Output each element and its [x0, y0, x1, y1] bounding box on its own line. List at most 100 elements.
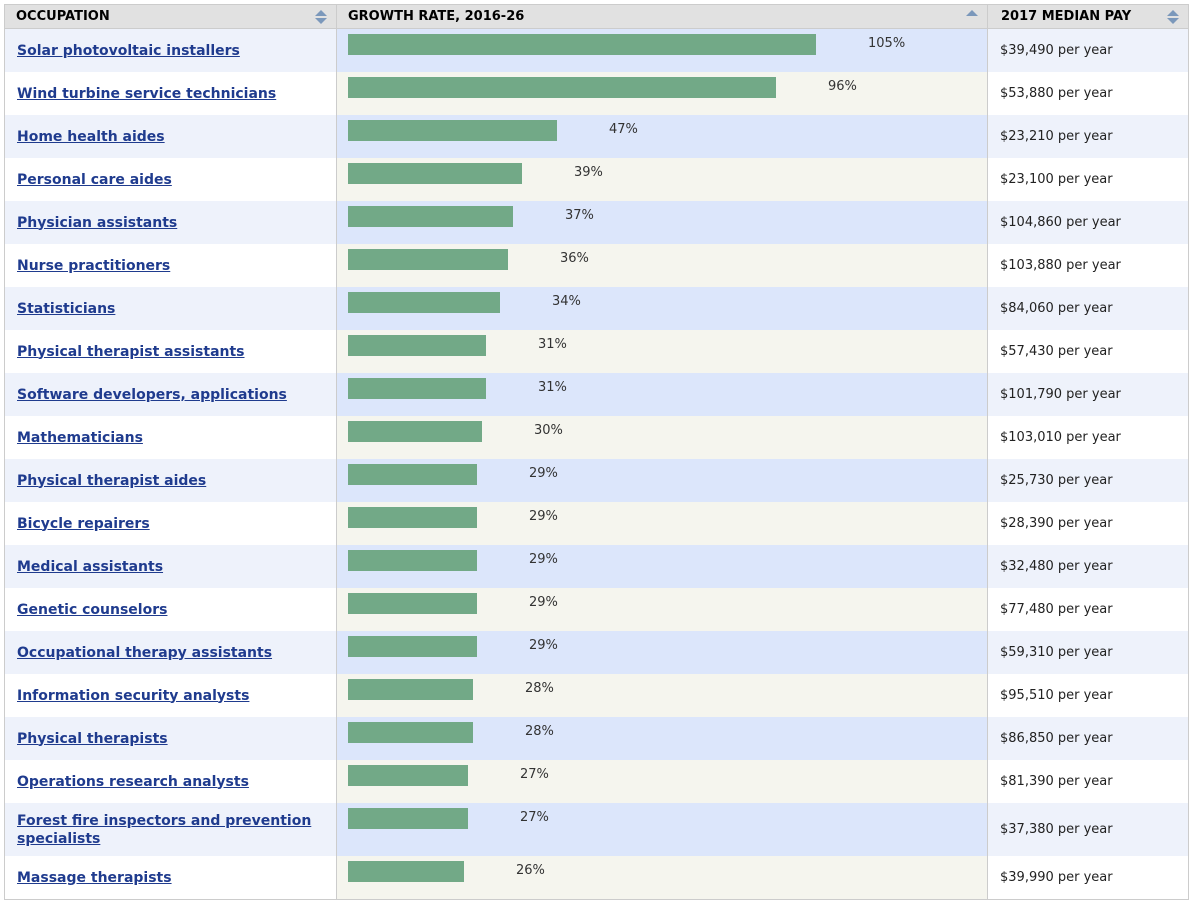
growth-rate-cell: 31% [337, 373, 988, 416]
occupation-link[interactable]: Bicycle repairers [17, 515, 150, 532]
growth-value-label: 36% [560, 251, 589, 266]
occupation-link[interactable]: Personal care aides [17, 171, 172, 188]
median-pay-cell: $25,730 per year [988, 459, 1188, 502]
occupation-link[interactable]: Statisticians [17, 300, 116, 317]
occupation-column-header[interactable]: OCCUPATION [5, 5, 337, 28]
occupation-link[interactable]: Software developers, applications [17, 386, 287, 403]
occupation-link[interactable]: Massage therapists [17, 869, 172, 886]
table-row: Wind turbine service technicians 96% $53,8… [5, 72, 1188, 115]
table-row: Medical assistants 29% $32,480 per year [5, 545, 1188, 588]
occupation-cell: Wind turbine service technicians [5, 72, 337, 115]
occupation-cell: Physical therapist assistants [5, 330, 337, 373]
median-pay-cell: $103,010 per year [988, 416, 1188, 459]
occupation-link[interactable]: Home health aides [17, 128, 165, 145]
occupation-link[interactable]: Mathematicians [17, 429, 143, 446]
table-row: Statisticians 34% $84,060 per year [5, 287, 1188, 330]
median-pay-cell: $39,490 per year [988, 29, 1188, 72]
occupation-cell: Personal care aides [5, 158, 337, 201]
growth-rate-cell: 96% [337, 72, 988, 115]
growth-bar [348, 335, 486, 356]
growth-rate-cell: 28% [337, 717, 988, 760]
growth-rate-cell: 47% [337, 115, 988, 158]
growth-bar [348, 249, 508, 270]
growth-value-label: 37% [565, 208, 594, 223]
occupation-link[interactable]: Physician assistants [17, 214, 178, 231]
table-body: Solar photovoltaic installers 105% $39,490… [5, 29, 1188, 899]
growth-rate-header-label: GROWTH RATE, 2016-26 [348, 9, 525, 24]
occupation-cell: Physical therapist aides [5, 459, 337, 502]
growth-rate-cell: 29% [337, 459, 988, 502]
occupation-cell: Physical therapists [5, 717, 337, 760]
growth-value-label: 29% [529, 466, 558, 481]
growth-rate-cell: 34% [337, 287, 988, 330]
growth-value-label: 29% [529, 595, 558, 610]
growth-rate-cell: 27% [337, 803, 988, 856]
growth-bar [348, 679, 473, 700]
growth-value-label: 34% [552, 294, 581, 309]
median-pay-cell: $37,380 per year [988, 803, 1188, 856]
table-row: Occupational therapy assistants 29% $59,31… [5, 631, 1188, 674]
growth-rate-cell: 29% [337, 588, 988, 631]
median-pay-cell: $101,790 per year [988, 373, 1188, 416]
table-row: Operations research analysts 27% $81,390 p… [5, 760, 1188, 803]
growth-rate-cell: 29% [337, 631, 988, 674]
median-pay-cell: $28,390 per year [988, 502, 1188, 545]
occupation-link[interactable]: Physical therapist aides [17, 472, 207, 489]
occupation-link[interactable]: Operations research analysts [17, 773, 249, 790]
occupation-cell: Software developers, applications [5, 373, 337, 416]
growth-bar [348, 593, 477, 614]
growth-value-label: 29% [529, 552, 558, 567]
growth-bar [348, 120, 557, 141]
growth-value-label: 29% [529, 509, 558, 524]
sort-ascending-icon[interactable] [965, 8, 979, 24]
occupation-link[interactable]: Solar photovoltaic installers [17, 42, 240, 59]
growth-value-label: 31% [538, 337, 567, 352]
median-pay-column-header[interactable]: 2017 MEDIAN PAY [988, 5, 1188, 28]
occupation-header-label: OCCUPATION [16, 9, 110, 24]
occupation-cell: Physician assistants [5, 201, 337, 244]
occupation-link[interactable]: Medical assistants [17, 558, 164, 575]
growth-bar [348, 163, 522, 184]
growth-rate-column-header[interactable]: GROWTH RATE, 2016-26 [337, 5, 988, 28]
occupation-link[interactable]: Physical therapist assistants [17, 343, 245, 360]
table-row: Mathematicians 30% $103,010 per year [5, 416, 1188, 459]
occupation-link[interactable]: Physical therapists [17, 730, 168, 747]
occupation-link[interactable]: Information security analysts [17, 687, 250, 704]
occupation-link[interactable]: Occupational therapy assistants [17, 644, 273, 661]
growth-value-label: 28% [525, 724, 554, 739]
table-row: Home health aides 47% $23,210 per year [5, 115, 1188, 158]
growth-value-label: 39% [574, 165, 603, 180]
occupation-cell: Massage therapists [5, 856, 337, 899]
occupation-link[interactable]: Forest fire inspectors and prevention sp… [17, 812, 312, 847]
sort-both-icon[interactable] [314, 9, 328, 25]
growth-value-label: 27% [520, 767, 549, 782]
growth-rate-cell: 29% [337, 545, 988, 588]
table-row: Bicycle repairers 29% $28,390 per year [5, 502, 1188, 545]
growth-rate-cell: 28% [337, 674, 988, 717]
table-header: OCCUPATION GROWTH RATE, 2016-26 2017 MED… [5, 4, 1188, 29]
median-pay-cell: $81,390 per year [988, 760, 1188, 803]
occupation-cell: Forest fire inspectors and prevention sp… [5, 803, 337, 856]
growth-value-label: 31% [538, 380, 567, 395]
occupation-cell: Solar photovoltaic installers [5, 29, 337, 72]
growth-bar [348, 378, 486, 399]
table-row: Massage therapists 26% $39,990 per year [5, 856, 1188, 899]
table-row: Solar photovoltaic installers 105% $39,490… [5, 29, 1188, 72]
growth-bar [348, 550, 477, 571]
occupation-link[interactable]: Nurse practitioners [17, 257, 171, 274]
sort-both-icon[interactable] [1166, 9, 1180, 25]
occupation-link[interactable]: Wind turbine service technicians [17, 85, 277, 102]
growth-value-label: 30% [534, 423, 563, 438]
occupation-cell: Mathematicians [5, 416, 337, 459]
median-pay-cell: $39,990 per year [988, 856, 1188, 899]
occupation-link[interactable]: Genetic counselors [17, 601, 168, 618]
median-pay-cell: $23,100 per year [988, 158, 1188, 201]
median-pay-cell: $59,310 per year [988, 631, 1188, 674]
table-row: Personal care aides 39% $23,100 per year [5, 158, 1188, 201]
growth-value-label: 26% [516, 863, 545, 878]
growth-bar [348, 765, 468, 786]
growth-rate-cell: 37% [337, 201, 988, 244]
growth-bar [348, 34, 816, 55]
growth-rate-cell: 29% [337, 502, 988, 545]
median-pay-cell: $23,210 per year [988, 115, 1188, 158]
